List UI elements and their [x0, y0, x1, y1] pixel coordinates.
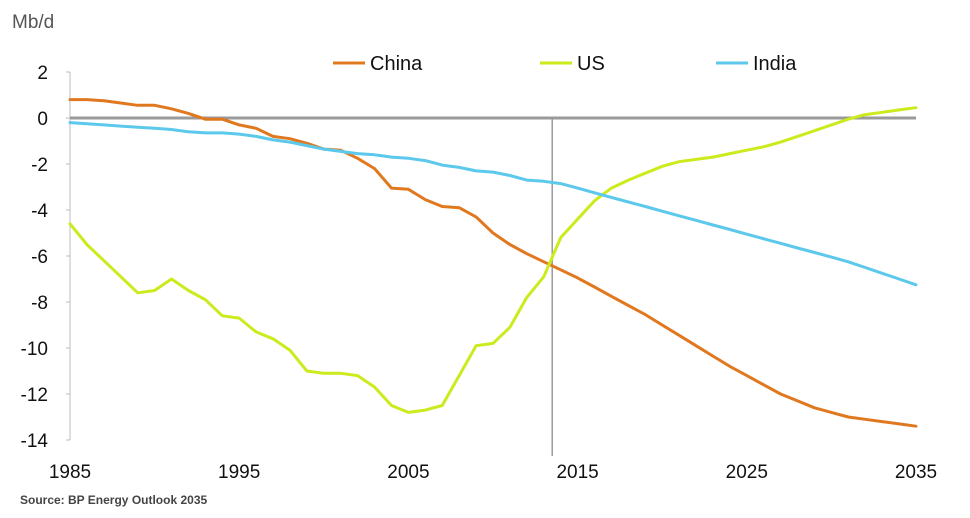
series-line-china — [68, 98, 918, 428]
series-line-india — [68, 121, 918, 287]
x-tick-label: 2015 — [556, 462, 598, 483]
x-tick-label: 2005 — [387, 462, 429, 483]
x-tick-label: 1995 — [218, 462, 260, 483]
y-tick-labels: 2 0 -2 -4 -6 -8 -10 -12 -14 — [21, 63, 49, 452]
chart-legend: China US India — [333, 53, 797, 75]
y-tick-label: -2 — [31, 155, 48, 176]
legend-label-india: India — [753, 53, 797, 75]
y-tick-label: -12 — [21, 385, 48, 406]
x-tick-labels: 1985 1995 2005 2015 2025 2035 — [49, 462, 937, 483]
chart-series — [68, 98, 918, 428]
legend-label-china: China — [370, 53, 423, 75]
y-tick-label: -8 — [31, 293, 48, 314]
source-note: Source: BP Energy Outlook 2035 — [20, 493, 207, 507]
y-tick-label: -6 — [31, 247, 48, 268]
x-tick-label: 2035 — [895, 462, 937, 483]
y-tick-label: -14 — [21, 431, 49, 452]
legend-label-us: US — [577, 53, 605, 75]
x-tick-label: 1985 — [49, 462, 91, 483]
y-tick-label: 2 — [37, 63, 48, 84]
y-tick-label: 0 — [37, 109, 48, 130]
y-tick-label: -4 — [31, 201, 48, 222]
series-line-us — [68, 106, 918, 414]
y-tick-label: -10 — [21, 339, 48, 360]
x-tick-label: 2025 — [726, 462, 768, 483]
y-axis-label: Mb/d — [12, 12, 54, 33]
